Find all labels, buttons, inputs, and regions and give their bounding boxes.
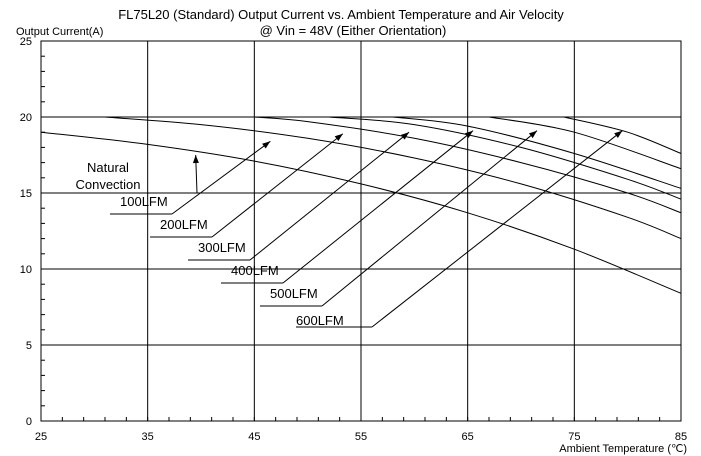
x-tick-label: 25 [35,431,47,443]
annotation-label: 600LFM [296,313,344,328]
x-tick-label: 75 [568,431,580,443]
x-tick-label: 35 [142,431,154,443]
y-tick-label: 15 [20,188,32,200]
annotation-natural-convection: Natural Convection [75,154,199,194]
annotation-label: 300LFM [198,240,246,255]
y-tick-label: 10 [20,264,32,276]
annotation-pointer [282,130,474,284]
annotation-arrowhead [614,130,623,138]
x-tick-label: 65 [462,431,474,443]
plot-frame [40,40,682,422]
annotation-label: 500LFM [270,286,318,301]
y-tick-label: 0 [26,416,32,428]
y-tick-label: 5 [26,340,32,352]
y-tick-label: 20 [20,112,32,124]
annotation-label: Convection [75,177,140,192]
annotation-arrowhead [262,141,271,149]
annotation-300lfm: 300LFM [188,131,410,261]
annotation-pointer [321,130,538,307]
series-line-600lfm [563,116,682,154]
annotation-label: Natural [87,160,129,175]
annotation-label: 200LFM [160,217,208,232]
annotation-arrowhead [464,130,473,138]
y-axis-label: Output Current(A) [16,26,103,38]
chart-title: FL75L20 (Standard) Output Current vs. Am… [118,7,564,22]
series-line-natural-convection [40,131,682,294]
x-tick-label: 85 [675,431,687,443]
annotation-pointer [171,140,271,215]
annotation-pointer [249,131,410,261]
annotation-200lfm: 200LFM [150,133,344,238]
annotation-label: 100LFM [120,194,168,209]
annotation-arrowhead [334,133,343,141]
annotation-500lfm: 500LFM [260,130,538,307]
series-line-400lfm [392,116,682,189]
series-annotations: Natural Convection 100LFM 200LFM 300LFM 400LF… [75,130,623,328]
x-axis-label: Ambient Temperature (℃) [559,443,687,455]
annotation-600lfm: 600LFM [296,130,623,328]
annotation-400lfm: 400LFM [221,130,474,284]
minor-ticks [41,55,661,421]
series-line-100lfm [104,116,682,240]
tick-labels: 25 35 45 55 65 75 85 0 5 10 15 20 25 [20,36,687,443]
annotation-pointer [211,133,344,238]
annotation-arrowhead [528,130,537,139]
series-lines [40,116,682,294]
series-line-300lfm [328,116,682,200]
y-tick-label: 25 [20,36,32,48]
series-line-500lfm [488,116,682,170]
chart-subtitle: @ Vin = 48V (Either Orientation) [260,23,447,38]
annotation-label: 400LFM [231,263,279,278]
annotation-arrowhead [400,132,409,140]
annotation-100lfm: 100LFM [110,140,271,215]
annotation-pointer [371,130,623,328]
series-line-200lfm [254,116,682,214]
grid [41,41,681,421]
annotation-arrowhead [192,155,199,164]
x-tick-label: 55 [355,431,367,443]
x-tick-label: 45 [248,431,260,443]
